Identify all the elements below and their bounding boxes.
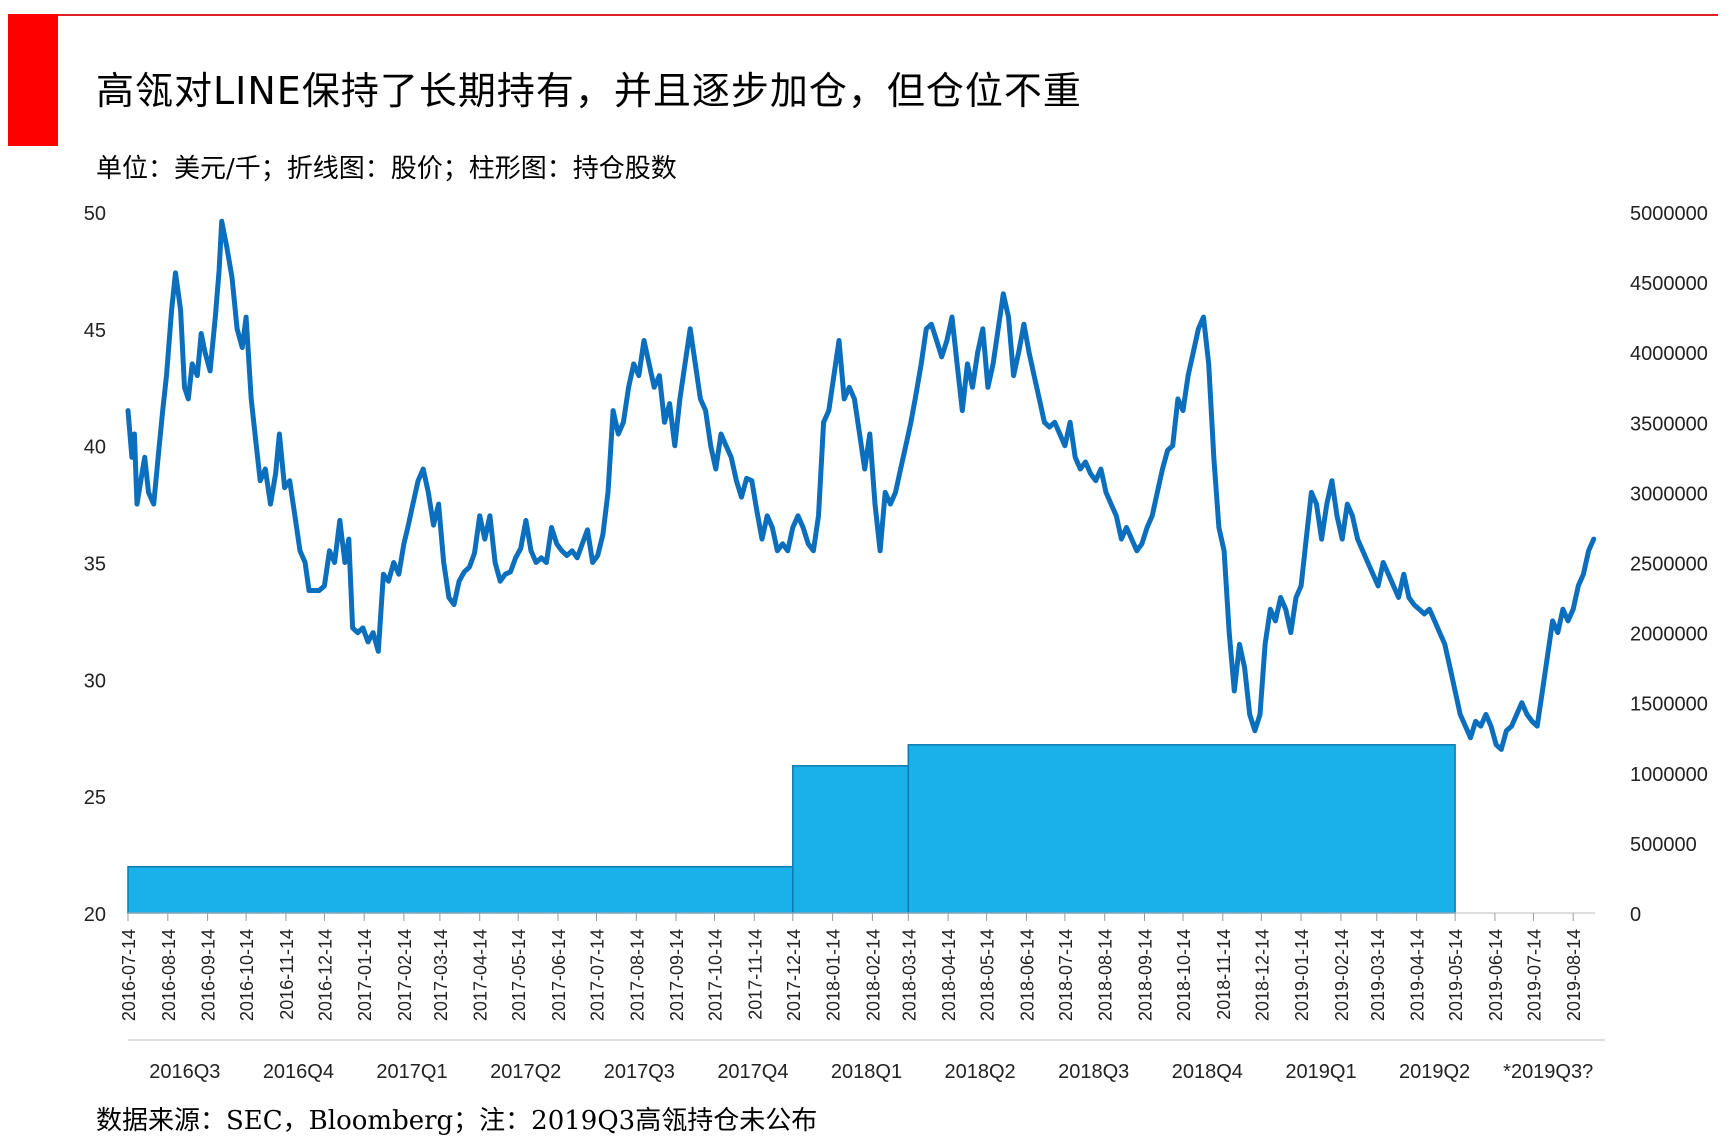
date-tick-label: 2018-12-14 [1252, 929, 1272, 1021]
quarter-label: 2017Q2 [490, 1061, 561, 1083]
date-tick-label: 2017-04-14 [471, 929, 491, 1021]
right-axis-tick-label: 2000000 [1630, 624, 1708, 646]
date-tick-label: 2018-03-14 [899, 929, 919, 1021]
date-tick-label: 2018-01-14 [824, 929, 844, 1021]
date-tick-label: 2018-05-14 [978, 929, 998, 1021]
date-tick-label: 2018-04-14 [939, 929, 959, 1021]
right-axis-tick-label: 1500000 [1630, 694, 1708, 716]
date-tick-label: 2019-01-14 [1292, 929, 1312, 1021]
left-price-axis: 20 25 30 35 40 45 50 [84, 203, 106, 926]
right-axis-tick-label: 4000000 [1630, 343, 1708, 365]
date-tick-label: 2017-09-14 [667, 929, 687, 1021]
date-tick-label: 2017-02-14 [395, 929, 415, 1021]
page-title: 高瓴对LINE保持了长期持有，并且逐步加仓，但仓位不重 [96, 69, 1082, 113]
date-tick-label: 2019-08-14 [1564, 929, 1584, 1021]
quarter-label: 2018Q1 [831, 1061, 902, 1083]
date-tick-label: 2016-12-14 [315, 929, 335, 1021]
source-note: 数据来源：SEC，Bloomberg；注：2019Q3高瓴持仓未公布 [96, 1106, 818, 1136]
date-tick-label: 2016-08-14 [159, 929, 179, 1021]
date-tick-label: 2018-08-14 [1096, 929, 1116, 1021]
date-tick-label: 2019-04-14 [1408, 929, 1428, 1021]
date-axis: 2016-07-14 2016-08-14 2016-09-14 2016-10-14… [119, 912, 1595, 1021]
quarter-label: 2018Q2 [945, 1061, 1016, 1083]
quarter-label: 2017Q4 [717, 1061, 788, 1083]
date-tick-label: 2019-03-14 [1368, 929, 1388, 1021]
left-axis-tick-label: 25 [84, 787, 106, 809]
date-tick-label: 2017-01-14 [355, 929, 375, 1021]
date-tick-label: 2019-07-14 [1524, 929, 1544, 1021]
date-tick-label: 2017-12-14 [784, 929, 804, 1021]
date-tick-label: 2016-11-14 [277, 929, 297, 1020]
right-axis-tick-label: 1000000 [1630, 764, 1708, 786]
date-tick-label: 2018-06-14 [1017, 929, 1037, 1021]
left-axis-tick-label: 20 [84, 904, 106, 926]
right-holdings-axis: 0 500000 1000000 1500000 2000000 2500000 30000… [1630, 203, 1708, 926]
date-tick-label: 2019-06-14 [1486, 929, 1506, 1021]
date-tick-label: 2019-05-14 [1446, 929, 1466, 1021]
date-tick-label: 2018-10-14 [1174, 929, 1194, 1021]
left-axis-tick-label: 30 [84, 670, 106, 692]
right-axis-tick-label: 5000000 [1630, 203, 1708, 225]
top-rule [58, 14, 1718, 16]
title-accent-block [8, 14, 58, 146]
left-axis-tick-label: 50 [84, 203, 106, 225]
date-tick-label: 2016-09-14 [199, 929, 219, 1021]
date-tick-label: 2017-07-14 [588, 929, 608, 1021]
right-axis-tick-label: 3000000 [1630, 483, 1708, 505]
right-axis-tick-label: 3500000 [1630, 413, 1708, 435]
quarter-label: 2017Q3 [604, 1061, 675, 1083]
holdings-step-bar [127, 865, 794, 914]
date-tick-label: 2018-07-14 [1056, 929, 1076, 1021]
right-axis-tick-label: 500000 [1630, 834, 1697, 856]
date-tick-label: 2017-08-14 [627, 929, 647, 1021]
left-axis-tick-label: 40 [84, 437, 106, 459]
holdings-step-bar [792, 765, 910, 914]
date-tick-label: 2018-11-14 [1214, 929, 1234, 1020]
quarter-label: 2016Q4 [263, 1061, 334, 1083]
quarter-label: 2018Q3 [1058, 1061, 1129, 1083]
quarter-label: 2019Q2 [1399, 1061, 1470, 1083]
date-tick-label: 2016-07-14 [119, 929, 139, 1021]
date-tick-label: 2016-10-14 [237, 929, 257, 1021]
date-tick-label: 2019-02-14 [1332, 929, 1352, 1021]
date-tick-label: 2017-06-14 [549, 929, 569, 1021]
date-tick-label: 2017-10-14 [706, 929, 726, 1021]
quarter-label: 2017Q1 [376, 1061, 447, 1083]
date-tick-label: 2017-05-14 [509, 929, 529, 1021]
quarter-axis: 2016Q3 2016Q4 2017Q1 2017Q2 2017Q3 2017Q4 2018… [128, 1039, 1605, 1083]
quarter-label: 2019Q1 [1285, 1061, 1356, 1083]
date-tick-label: 2017-11-14 [745, 929, 765, 1020]
unit-note: 单位：美元/千；折线图：股价；柱形图：持仓股数 [96, 154, 677, 184]
price-series-line [125, 218, 1597, 752]
date-tick-label: 2018-02-14 [863, 929, 883, 1021]
date-tick-label: 2017-03-14 [431, 929, 451, 1021]
date-tick-label: 2018-09-14 [1136, 929, 1156, 1021]
right-axis-tick-label: 0 [1630, 904, 1641, 926]
left-axis-tick-label: 45 [84, 320, 106, 342]
price-line-layer [125, 218, 1597, 752]
quarter-label: 2018Q4 [1172, 1061, 1243, 1083]
quarter-label: 2016Q3 [149, 1061, 220, 1083]
price-holdings-chart: 20 25 30 35 40 45 50 0 500000 1000000 1500000 2000… [84, 203, 1708, 1083]
quarter-label: *2019Q3? [1503, 1061, 1593, 1083]
holdings-step-bar [907, 744, 1456, 914]
right-axis-tick-label: 2500000 [1630, 554, 1708, 576]
left-axis-tick-label: 35 [84, 554, 106, 576]
right-axis-tick-label: 4500000 [1630, 273, 1708, 295]
holdings-area-layer [127, 744, 1456, 914]
